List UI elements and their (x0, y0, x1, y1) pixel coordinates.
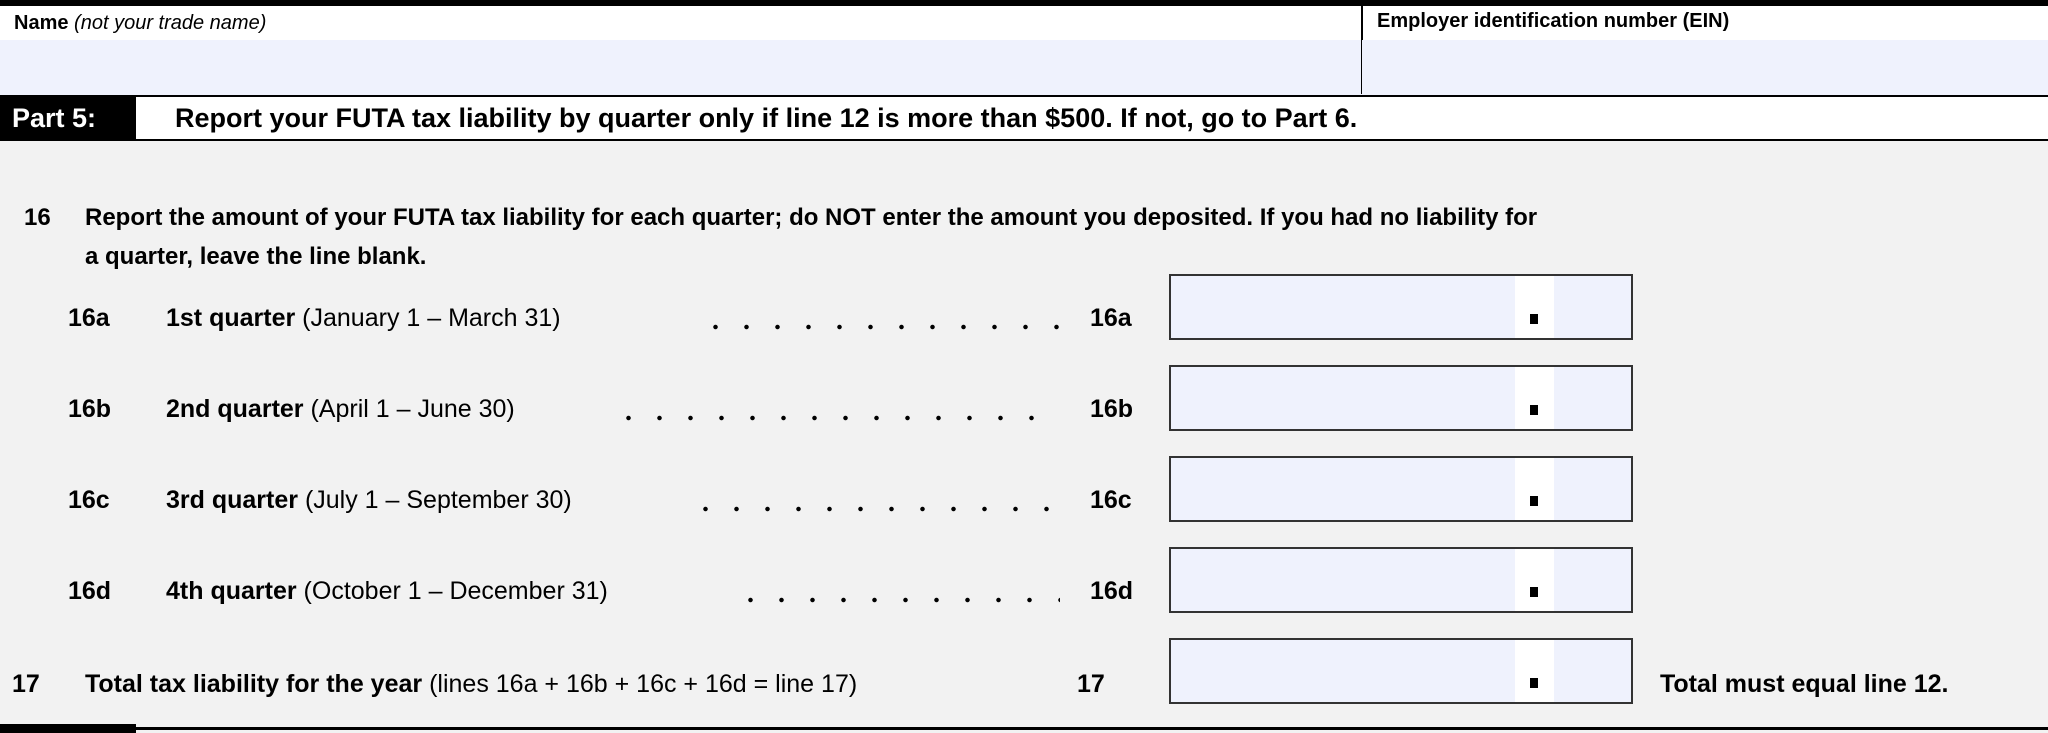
dollars-input[interactable] (1171, 549, 1515, 613)
line-17-ref: 17 (1077, 670, 1105, 698)
dollars-input[interactable] (1171, 458, 1515, 522)
cents-separator (1515, 549, 1554, 611)
cents-input[interactable] (1555, 367, 1633, 431)
row-number: 16c (68, 486, 110, 514)
bottom-rule (0, 727, 2048, 730)
dollars-input[interactable] (1171, 276, 1515, 340)
cents-separator (1515, 640, 1554, 702)
row-field[interactable] (1169, 456, 1633, 522)
bottom-tab (0, 724, 136, 733)
row-label: 3rd quarter (July 1 – September 30) (166, 486, 572, 514)
row-field[interactable] (1169, 274, 1633, 340)
row-ref: 16d (1090, 577, 1134, 605)
top-rule (0, 0, 2048, 6)
cents-separator (1515, 367, 1554, 429)
part-title: Report your FUTA tax liability by quarte… (175, 103, 1358, 133)
decimal-point (1530, 587, 1538, 597)
line-17-label: Total tax liability for the year (lines … (85, 670, 858, 698)
line-16-text-2: a quarter, leave the line blank. (85, 243, 427, 270)
line-17-field[interactable] (1169, 638, 1633, 704)
row-label: 2nd quarter (April 1 – June 30) (166, 395, 515, 423)
line-17-cents-input[interactable] (1555, 640, 1633, 704)
line-16-text: Report the amount of your FUTA tax liabi… (85, 204, 1538, 231)
row-ref: 16a (1090, 304, 1132, 332)
row-ref: 16c (1090, 486, 1132, 514)
cents-input[interactable] (1555, 549, 1633, 613)
dot-leader (690, 506, 1060, 512)
line-16-number: 16 (24, 204, 51, 231)
row-number: 16d (68, 577, 112, 605)
dot-leader (735, 597, 1060, 603)
row-number: 16a (68, 304, 110, 332)
ein-label: Employer identification number (EIN) (1377, 10, 1730, 32)
cents-separator (1515, 276, 1554, 338)
decimal-point (1530, 314, 1538, 324)
line-17-number: 17 (12, 670, 40, 698)
part-header (0, 95, 2048, 141)
line-17-dollars-input[interactable] (1171, 640, 1515, 704)
row-field[interactable] (1169, 365, 1633, 431)
name-label: Name (not your trade name) (14, 12, 267, 34)
dot-leader (700, 324, 1060, 330)
name-input[interactable] (0, 40, 1365, 96)
decimal-point (1530, 678, 1538, 688)
line-17-note: Total must equal line 12. (1660, 670, 1949, 698)
decimal-point (1530, 405, 1538, 415)
ein-input[interactable] (1362, 40, 2048, 96)
part-label: Part 5: (0, 95, 136, 141)
cents-input[interactable] (1555, 458, 1633, 522)
cents-separator (1515, 458, 1554, 520)
row-field[interactable] (1169, 547, 1633, 613)
row-label: 1st quarter (January 1 – March 31) (166, 304, 561, 332)
row-number: 16b (68, 395, 112, 423)
dollars-input[interactable] (1171, 367, 1515, 431)
row-label: 4th quarter (October 1 – December 31) (166, 577, 608, 605)
cents-input[interactable] (1555, 276, 1633, 340)
decimal-point (1530, 496, 1538, 506)
dot-leader (613, 415, 1060, 421)
row-ref: 16b (1090, 395, 1134, 423)
